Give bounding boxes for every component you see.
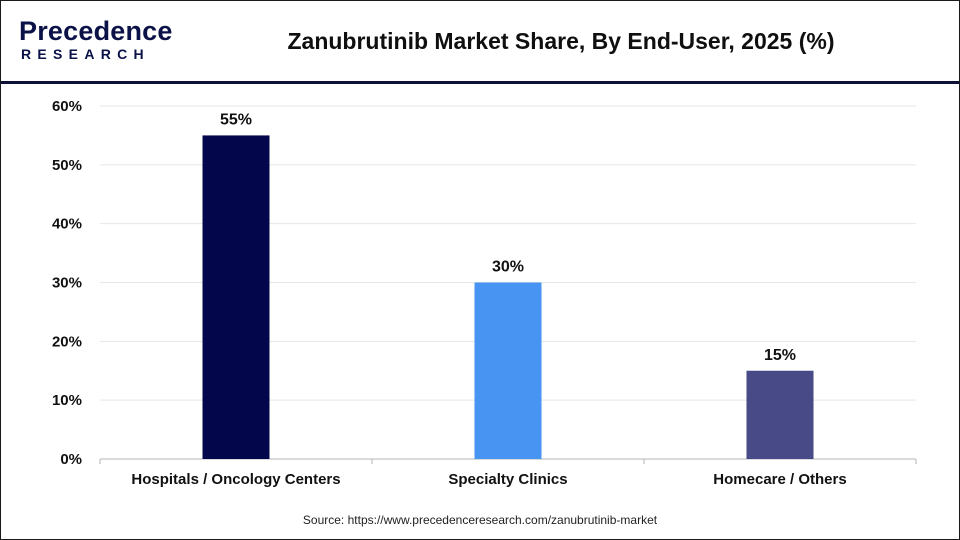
logo-subtitle: RESEARCH bbox=[21, 46, 150, 62]
brand-logo: Precedence RESEARCH bbox=[19, 15, 172, 65]
y-tick-label: 20% bbox=[52, 333, 82, 350]
y-tick-label: 40% bbox=[52, 216, 82, 233]
data-label: 55% bbox=[220, 111, 252, 128]
header: Precedence RESEARCH Zanubrutinib Market … bbox=[1, 1, 959, 80]
y-tick-label: 0% bbox=[60, 451, 82, 468]
y-tick-label: 50% bbox=[52, 157, 82, 174]
logo-wordmark: Precedence bbox=[19, 16, 173, 46]
bar bbox=[746, 370, 814, 459]
data-label: 15% bbox=[764, 347, 796, 364]
bar-chart: 0% 10% 20% 30% 40% 50% 60% 55% Hospitals / Oncol… bbox=[52, 98, 917, 488]
y-tick-label: 30% bbox=[52, 275, 82, 292]
x-tick-label: Hospitals / Oncology Centers bbox=[131, 471, 340, 488]
bar bbox=[474, 282, 542, 459]
y-tick-label: 60% bbox=[52, 98, 82, 115]
source-note: Source: https://www.precedenceresearch.c… bbox=[302, 513, 658, 527]
header-divider bbox=[1, 81, 959, 84]
chart-title: Zanubrutinib Market Share, By End-User, … bbox=[287, 28, 835, 54]
x-tick-label: Homecare / Others bbox=[713, 471, 846, 488]
data-label: 30% bbox=[492, 259, 524, 276]
bar bbox=[202, 135, 270, 459]
x-tick-label: Specialty Clinics bbox=[448, 471, 567, 488]
y-tick-label: 10% bbox=[52, 392, 82, 409]
